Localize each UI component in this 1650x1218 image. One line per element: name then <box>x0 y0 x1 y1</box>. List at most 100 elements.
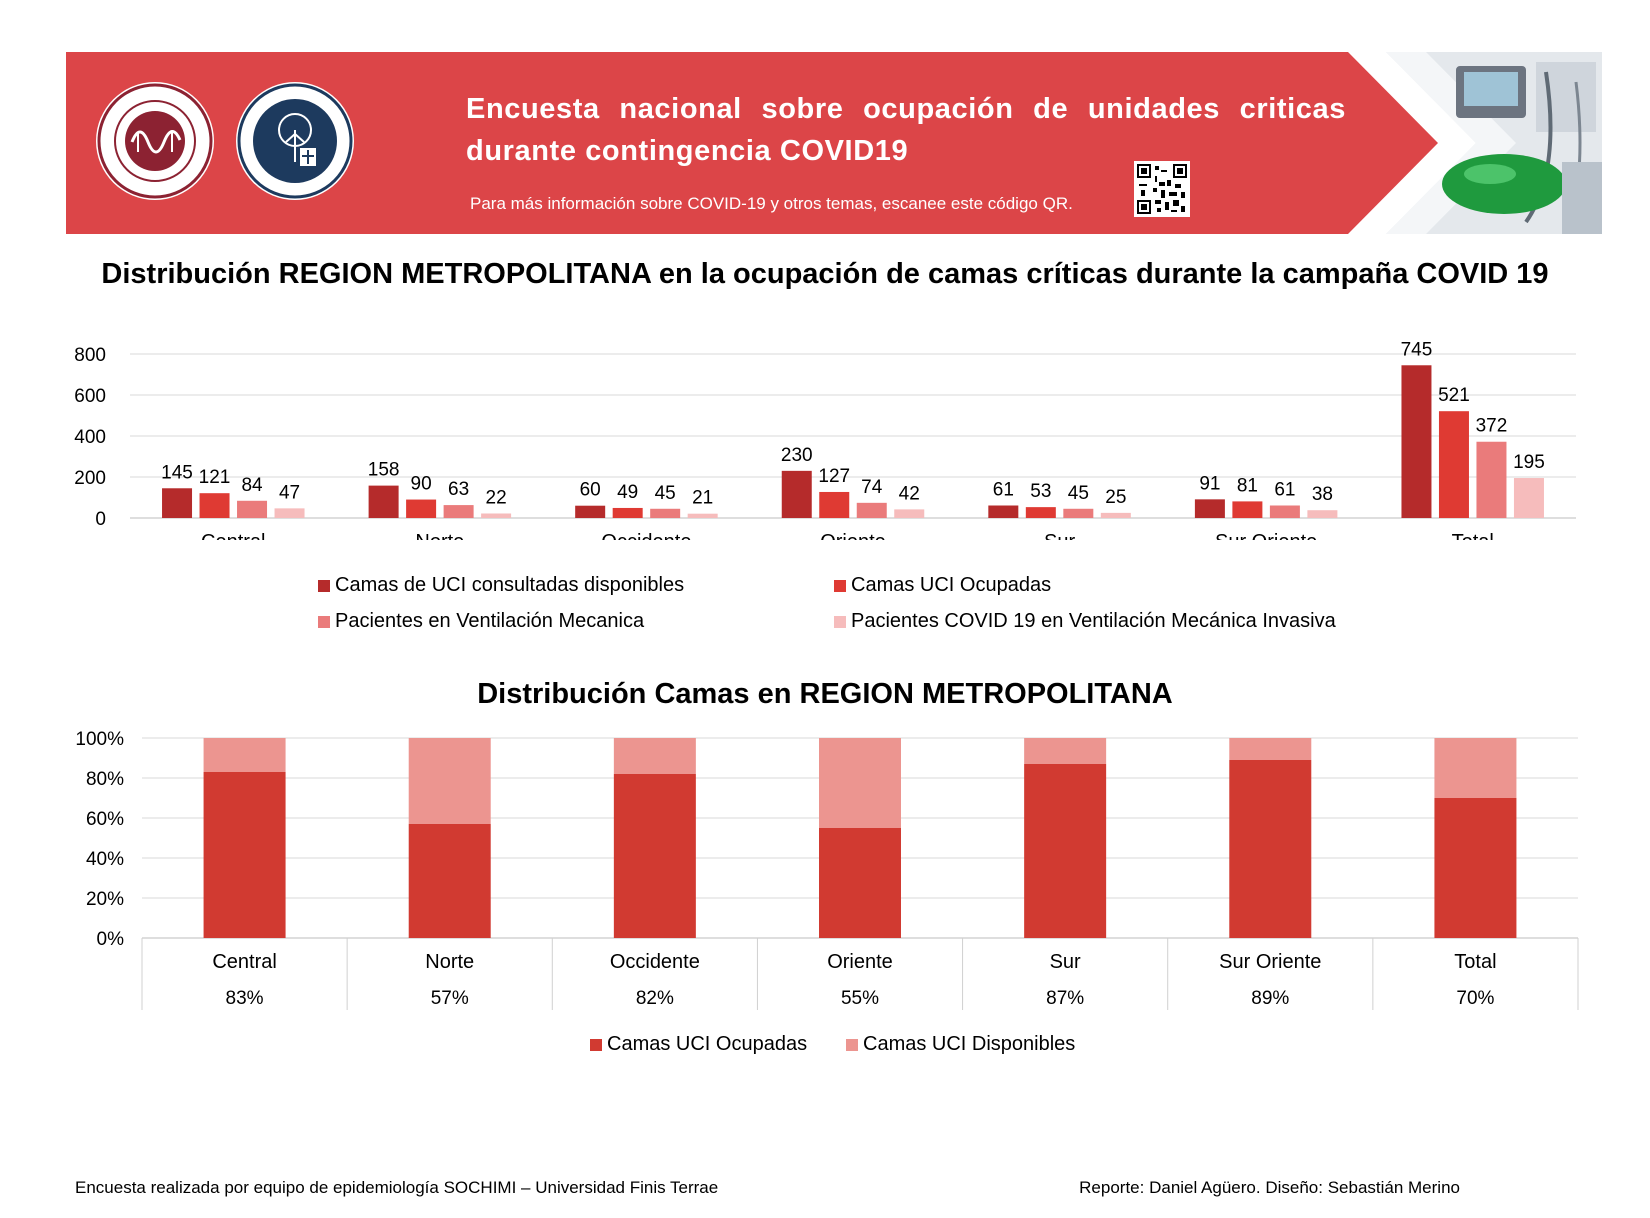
chart1-data-label: 145 <box>161 462 193 483</box>
chart1-bar <box>1307 510 1338 518</box>
chart1-ytick-label: 800 <box>74 345 106 366</box>
chart2-ytick-label: 20% <box>86 889 124 910</box>
chart1-ytick-label: 200 <box>74 468 106 489</box>
chart1-legend-label-3: Pacientes COVID 19 en Ventilación Mecáni… <box>851 610 1336 632</box>
chart1-bar <box>406 499 437 518</box>
chart2-table-value: 87% <box>1046 988 1084 1009</box>
chart1-bar <box>1401 365 1432 518</box>
chart2-xtick-label: Oriente <box>827 951 893 973</box>
footer-credits: Encuesta realizada por equipo de epidemi… <box>75 1178 719 1197</box>
chart1-data-label: 53 <box>1030 481 1051 502</box>
footer-author: Reporte: Daniel Agüero. Diseño: Sebastiá… <box>1079 1178 1460 1197</box>
chart1-data-label: 47 <box>279 482 300 503</box>
chart1-bar <box>368 485 399 518</box>
chart1-xtick-label: Oriente <box>820 531 886 540</box>
chart1-bar <box>687 513 718 518</box>
chart2-bar-segment <box>1024 738 1107 764</box>
chart1-data-label: 158 <box>368 460 400 481</box>
chart1-data-label: 127 <box>818 466 850 487</box>
chart1-data-label: 372 <box>1476 416 1508 437</box>
chart1-xtick-label: Occidente <box>601 531 691 540</box>
chart1-bar <box>237 500 268 518</box>
chart1-data-label: 230 <box>781 445 813 466</box>
chart1-bar <box>1513 478 1544 518</box>
chart1-data-label: 121 <box>199 467 231 488</box>
chart1-bar <box>856 502 887 518</box>
chart1-ytick-label: 600 <box>74 386 106 407</box>
chart1-data-label: 21 <box>692 488 713 509</box>
chart2-legend-item-1: Camas UCI Disponibles <box>846 1033 1075 1056</box>
chart1-legend-item-1: Camas UCI Ocupadas <box>834 574 1051 597</box>
chart1-legend-swatch-2 <box>318 615 330 628</box>
chart1-bar <box>650 508 681 518</box>
chart1-data-label: 90 <box>411 474 432 495</box>
chart2-legend-swatch-0 <box>590 1038 602 1051</box>
chart1-ytick-label: 400 <box>74 427 106 448</box>
chart1-data-label: 84 <box>241 475 263 496</box>
chart1-data-label: 521 <box>1438 385 1470 406</box>
banner-subtitle: Para más información sobre COVID-19 y ot… <box>470 194 1073 213</box>
chart1-data-label: 49 <box>617 482 638 503</box>
chart1-ytick-label: 0 <box>95 509 106 530</box>
chart1-legend-label-2: Pacientes en Ventilación Mecanica <box>335 610 645 632</box>
chart1-bar <box>274 508 305 518</box>
chart1-data-label: 22 <box>486 487 507 508</box>
chart1-legend-label-1: Camas UCI Ocupadas <box>851 574 1052 596</box>
chart2-bar-segment <box>203 772 286 938</box>
chart2-bar-segment <box>1434 738 1517 798</box>
chart1-grouped-bar: 0 200 400 600 800 145 121 84 47 Central 158 90 63 22 N… <box>74 339 1576 540</box>
chart2-ytick-label: 100% <box>75 729 124 750</box>
chart2-ytick-label: 40% <box>86 849 124 870</box>
chart1-legend-label-0: Camas de UCI consultadas disponibles <box>335 574 685 596</box>
chart1-data-label: 38 <box>1312 484 1333 505</box>
chart1-bar <box>199 493 230 518</box>
chart1-xtick-label: Sur Oriente <box>1215 531 1317 540</box>
chart2-xtick-label: Total <box>1454 951 1496 973</box>
chart2-table-value: 70% <box>1456 988 1494 1009</box>
chart1-legend-swatch-3 <box>834 615 846 628</box>
chart2-bar-segment <box>613 774 696 938</box>
chart2-legend-label-1: Camas UCI Disponibles <box>863 1033 1076 1055</box>
chart2-ytick-label: 0% <box>97 929 125 950</box>
chart2-bar-segment <box>819 828 901 938</box>
chart2-table-value: 82% <box>636 988 674 1009</box>
chart1-bar <box>1438 411 1469 518</box>
chart1-data-label: 42 <box>899 483 920 504</box>
universidad-finis-terrae-logo <box>236 82 354 200</box>
qr-code-icon <box>1134 161 1190 217</box>
chart1-bar <box>1194 499 1225 518</box>
chart1-legend-item-3: Pacientes COVID 19 en Ventilación Mecáni… <box>834 610 1336 633</box>
chart1-legend-swatch-1 <box>834 579 846 592</box>
chart1-data-label: 63 <box>448 479 469 500</box>
chart2-bar-segment <box>408 738 491 824</box>
chart2-bar-segment <box>1229 760 1312 938</box>
chart2-table-value: 89% <box>1251 988 1289 1009</box>
chart1-bar <box>819 491 850 518</box>
chart1-xtick-label: Central <box>201 531 265 540</box>
chart2-legend-label-0: Camas UCI Ocupadas <box>607 1033 808 1055</box>
chart2-table-value: 83% <box>226 988 264 1009</box>
header-banner: Encuesta nacional sobre ocupación de uni… <box>66 52 1602 234</box>
chart1-data-label: 81 <box>1237 475 1258 496</box>
chart1-data-label: 91 <box>1199 473 1220 494</box>
chart1-data-label: 25 <box>1105 487 1126 508</box>
chart2-table-value: 55% <box>841 988 879 1009</box>
chart2-bar-segment <box>203 738 286 772</box>
chart1-data-label: 60 <box>580 480 601 501</box>
chart2-bar-segment <box>1229 738 1312 760</box>
banner-title: Encuesta nacional sobre ocupación de uni… <box>466 93 1346 167</box>
chart1-bar <box>162 488 193 518</box>
chart1-bar <box>443 505 474 518</box>
chart1-legend-item-2: Pacientes en Ventilación Mecanica <box>318 610 644 633</box>
chart2-bar-segment <box>613 738 696 774</box>
chart1-bar <box>1025 507 1056 518</box>
chart1-xtick-label: Norte <box>415 531 464 540</box>
chart1-bar <box>1269 505 1300 518</box>
chart1-bar <box>575 505 606 518</box>
chart1-bar <box>481 513 512 518</box>
chart1-bar <box>1476 441 1507 518</box>
chart1-data-label: 745 <box>1401 339 1433 360</box>
chart2-xtick-label: Occidente <box>610 951 700 973</box>
chart1-data-label: 61 <box>993 479 1014 500</box>
chart2-xtick-label: Norte <box>425 951 474 973</box>
